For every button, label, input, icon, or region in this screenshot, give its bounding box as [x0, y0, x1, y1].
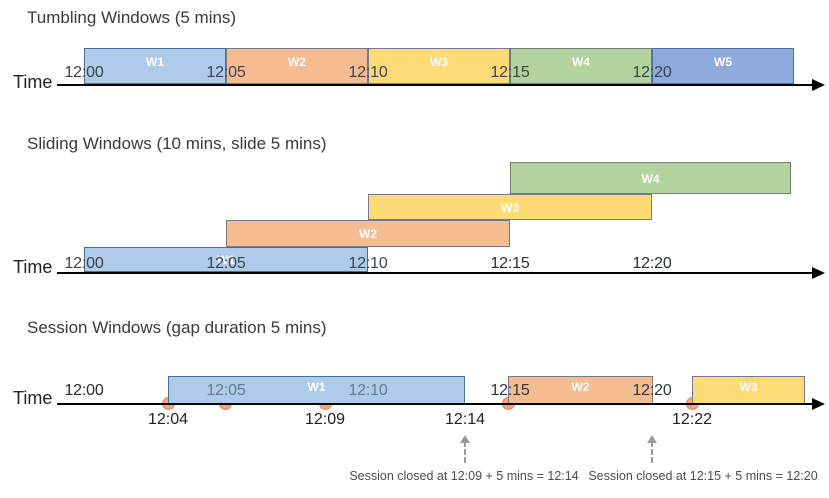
tick-label-12-10: 12:10 [348, 64, 388, 81]
callout-arrowhead-icon [647, 435, 657, 443]
tick-label-12-00: 12:00 [64, 255, 104, 272]
section-title: Sliding Windows (10 mins, slide 5 mins) [27, 134, 327, 153]
event-time-label-12-14: 12:14 [444, 411, 486, 428]
tick-label-12-05: 12:05 [206, 382, 246, 399]
callout-arrowhead-icon [460, 435, 470, 443]
window-label: W2 [571, 380, 590, 394]
timeline-axis [57, 403, 812, 405]
time-axis-label: Time [13, 257, 53, 277]
callout-text: Session closed at 12:09 + 5 mins = 12:14 [349, 469, 579, 483]
window-label: W1 [217, 253, 235, 267]
window-label: W1 [307, 380, 326, 394]
window-box-w2: W2 [226, 48, 368, 84]
window-label: W4 [641, 172, 660, 186]
window-label: W3 [430, 55, 448, 69]
window-box-w2: W2 [226, 220, 510, 247]
tick-label-12-15: 12:15 [490, 255, 530, 272]
timeline-axis [57, 84, 812, 86]
timeline-axis [57, 272, 812, 274]
section-title: Tumbling Windows (5 mins) [27, 8, 237, 27]
window-box-w4: W4 [510, 48, 652, 84]
section-title: Session Windows (gap duration 5 mins) [27, 318, 327, 337]
window-label: W2 [288, 55, 306, 69]
tick-label-12-15: 12:15 [490, 64, 530, 81]
tick-label-12-20: 12:20 [632, 64, 672, 81]
tick-label-12-10: 12:10 [348, 255, 388, 272]
event-time-label-12-04: 12:04 [147, 411, 189, 428]
window-box-w1: W1 [84, 247, 368, 272]
axis-arrowhead-icon [812, 398, 825, 410]
callout-dashed-line [464, 441, 466, 463]
window-box-w3: W3 [692, 376, 805, 404]
axis-arrowhead-icon [812, 267, 825, 279]
window-box-w1: W1 [84, 48, 226, 84]
event-time-label-12-22: 12:22 [671, 411, 713, 428]
window-label: W3 [739, 380, 758, 394]
window-box-w3: W3 [368, 194, 652, 220]
tick-label-12-05: 12:05 [206, 64, 246, 81]
tick-label-12-00: 12:00 [64, 64, 104, 81]
tick-label-12-10: 12:10 [348, 382, 388, 399]
axis-arrowhead-icon [812, 79, 825, 91]
time-axis-label: Time [13, 388, 53, 408]
callout-text: Session closed at 12:15 + 5 mins = 12:20 [588, 469, 818, 483]
tick-label-12-20: 12:20 [632, 255, 672, 272]
window-label: W1 [146, 55, 164, 69]
window-label: W5 [714, 55, 732, 69]
window-label: W3 [501, 201, 519, 215]
callout-dashed-line [651, 441, 653, 463]
event-time-label-12-09: 12:09 [304, 411, 346, 428]
tick-label-12-20: 12:20 [632, 382, 672, 399]
time-axis-label: Time [13, 72, 53, 92]
window-box-w4: W4 [510, 162, 791, 194]
tick-label-12-15: 12:15 [490, 382, 530, 399]
window-label: W4 [572, 55, 590, 69]
tick-label-12-00: 12:00 [64, 382, 104, 399]
window-box-w3: W3 [368, 48, 510, 84]
window-box-w2: W2 [508, 376, 653, 404]
window-box-w5: W5 [652, 48, 794, 84]
window-label: W2 [359, 227, 377, 241]
tick-label-12-05: 12:05 [206, 255, 246, 272]
